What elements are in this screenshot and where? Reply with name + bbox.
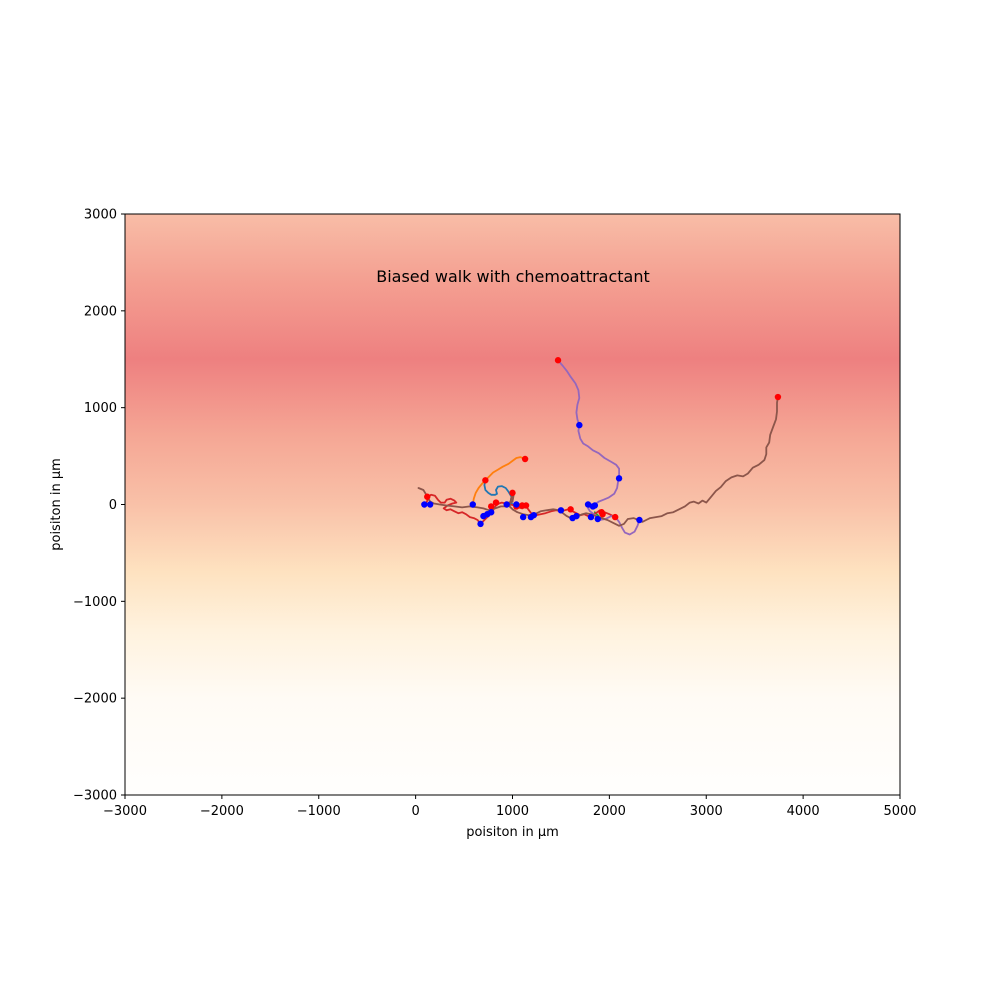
y-tick-label: 1000 bbox=[84, 401, 117, 416]
trajectory-2 bbox=[471, 456, 526, 506]
y-axis-ticks: −3000 −2000 −1000 0 1000 2000 3000 bbox=[73, 208, 125, 804]
x-tick-label: 1000 bbox=[496, 804, 529, 819]
start-marker-17 bbox=[573, 512, 580, 520]
end-marker-8 bbox=[487, 503, 495, 510]
x-tick-label: −2000 bbox=[200, 804, 244, 819]
x-tick-label: −3000 bbox=[103, 804, 147, 819]
chart-title: Biased walk with chemoattractant bbox=[376, 267, 650, 286]
start-marker-6 bbox=[503, 501, 510, 508]
y-tick-label: 2000 bbox=[84, 304, 117, 319]
marker-layer bbox=[421, 357, 782, 528]
start-marker-21 bbox=[587, 513, 595, 521]
start-marker-11 bbox=[477, 520, 484, 528]
end-marker-2 bbox=[774, 393, 782, 401]
y-axis-label: poisiton in µm bbox=[49, 458, 64, 551]
x-tick-label: 0 bbox=[411, 804, 419, 819]
start-marker-15 bbox=[557, 507, 565, 514]
y-tick-label: 0 bbox=[109, 498, 117, 513]
x-tick-label: 5000 bbox=[883, 804, 916, 819]
start-marker-4 bbox=[426, 501, 434, 508]
y-tick-label: −3000 bbox=[73, 789, 117, 804]
start-marker-2 bbox=[615, 475, 623, 482]
y-tick-label: −1000 bbox=[73, 595, 117, 610]
end-marker-3 bbox=[521, 455, 529, 463]
end-marker-6 bbox=[509, 489, 516, 497]
end-marker-4 bbox=[482, 477, 489, 484]
end-marker-10 bbox=[522, 502, 530, 509]
x-axis-ticks: −3000 −2000 −1000 0 1000 2000 3000 4000 5000 bbox=[103, 795, 917, 819]
start-marker-18 bbox=[584, 501, 592, 508]
start-marker-5 bbox=[469, 501, 476, 508]
x-axis-label: poisiton in µm bbox=[466, 825, 559, 840]
end-marker-1 bbox=[554, 357, 562, 364]
start-marker-22 bbox=[636, 516, 643, 524]
start-marker-10 bbox=[480, 512, 487, 520]
start-marker-1 bbox=[576, 421, 583, 429]
start-marker-23 bbox=[594, 515, 601, 523]
start-marker-7 bbox=[513, 501, 520, 508]
end-marker-12 bbox=[567, 506, 574, 513]
start-marker-14 bbox=[530, 511, 538, 519]
x-tick-label: 3000 bbox=[690, 804, 723, 819]
y-tick-label: 3000 bbox=[84, 208, 117, 223]
start-marker-12 bbox=[519, 513, 527, 521]
start-marker-20 bbox=[591, 502, 599, 509]
end-marker-15 bbox=[611, 513, 619, 521]
y-tick-label: −2000 bbox=[73, 692, 117, 707]
x-tick-label: 2000 bbox=[593, 804, 626, 819]
end-marker-14 bbox=[599, 510, 606, 518]
end-marker-5 bbox=[424, 493, 431, 500]
trajectory-4 bbox=[424, 493, 617, 525]
end-marker-7 bbox=[492, 499, 500, 506]
start-marker-3 bbox=[421, 501, 428, 508]
x-tick-label: −1000 bbox=[297, 804, 341, 819]
x-tick-label: 4000 bbox=[787, 804, 820, 819]
